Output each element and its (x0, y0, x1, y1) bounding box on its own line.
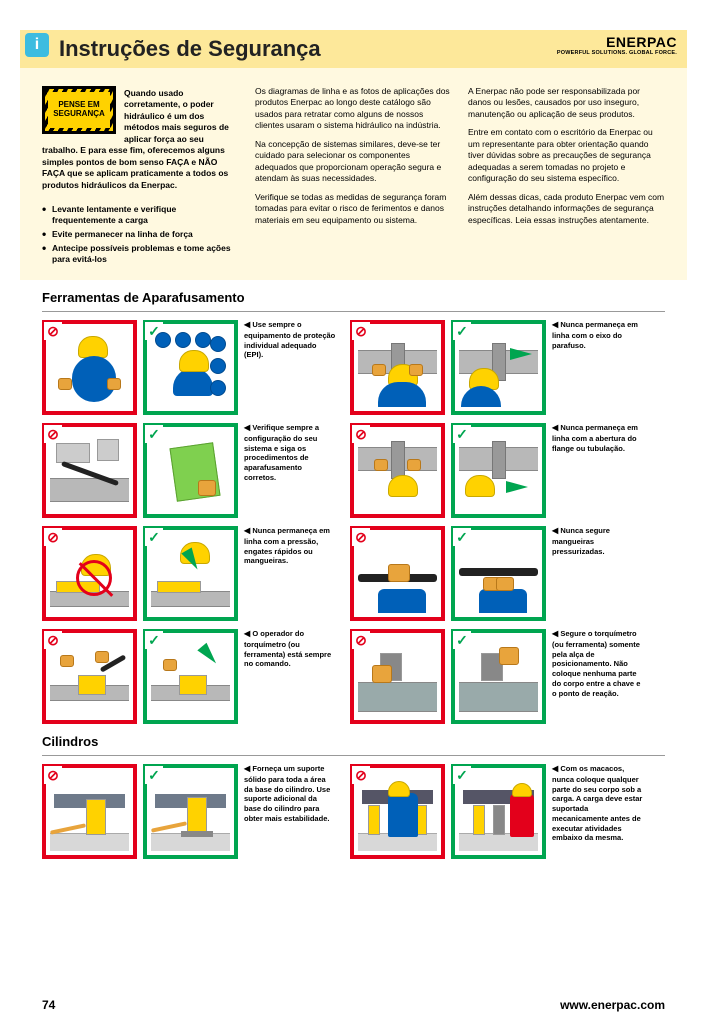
bullet-1: Levante lentamente e verifique frequente… (42, 204, 239, 226)
intro-section: PENSE EM SEGURANÇA Quando usado corretam… (20, 68, 687, 280)
row-4: ⊘ ✓ O operador do torquímetro (ou ferram… (42, 629, 665, 724)
main-content: Ferramentas de Aparafusamento ⊘ ✓ Use se… (20, 290, 687, 859)
row-1: ⊘ ✓ Use sempre o equipamento de proteção… (42, 320, 665, 415)
tile-r4-wrong-b: ⊘ (350, 629, 445, 724)
row-3: ⊘ ✓ Nunca permaneça em linha com a press… (42, 526, 665, 621)
intro-lead-part: Quando usado corretamente, o poder hidrá… (124, 88, 239, 145)
section1-title: Ferramentas de Aparafusamento (42, 290, 665, 305)
intro-col-mid: Os diagramas de linha e as fotos de apli… (255, 86, 452, 268)
tile-c1-right-b: ✓ (451, 764, 546, 859)
caption-r2c2: Nunca permaneça em linha com a abertura … (552, 423, 644, 518)
tile-r3-right-a: ✓ (143, 526, 238, 621)
cyl-row-1: ⊘ ✓ Forneça um suporte sólido para toda … (42, 764, 665, 859)
caption-r2c1: Verifique sempre a configuração do seu s… (244, 423, 336, 518)
caption-r3c2: Nunca segure mangueiras pressurizadas. (552, 526, 644, 621)
caption-c1c1: Forneça um suporte sólido para toda a ár… (244, 764, 336, 859)
tile-r3-wrong-a: ⊘ (42, 526, 137, 621)
tile-r4-right-b: ✓ (451, 629, 546, 724)
rule-2 (42, 755, 665, 756)
row-2: ⊘ ✓ Verifique sempre a configuração do s… (42, 423, 665, 518)
intro-col-right: A Enerpac não pode ser responsabilizada … (468, 86, 665, 268)
bullet-2: Evite permanecer na linha de força (42, 229, 239, 240)
page-number: 74 (42, 998, 55, 1012)
brand-name: ENERPAC (557, 34, 677, 50)
caption-c1c2: Com os macacos, nunca coloque qualquer p… (552, 764, 644, 859)
brand-block: ENERPAC POWERFUL SOLUTIONS. GLOBAL FORCE… (557, 34, 677, 56)
brand-tagline: POWERFUL SOLUTIONS. GLOBAL FORCE. (557, 50, 677, 56)
right-p3: Além dessas dicas, cada produto Enerpac … (468, 192, 665, 226)
caption-r4c2: Segure o torquímetro (ou ferramenta) som… (552, 629, 644, 724)
mid-p1: Os diagramas de linha e as fotos de apli… (255, 86, 452, 132)
header-bar: i Instruções de Segurança ENERPAC POWERF… (20, 30, 687, 68)
caption-r4c1: O operador do torquímetro (ou ferramenta… (244, 629, 336, 724)
tile-r2-wrong-b: ⊘ (350, 423, 445, 518)
bullet-3: Antecipe possíveis problemas e tome açõe… (42, 243, 239, 265)
caption-r1c1: Use sempre o equipamento de proteção ind… (244, 320, 336, 415)
footer: 74 www.enerpac.com (42, 998, 665, 1012)
page: i Instruções de Segurança ENERPAC POWERF… (0, 30, 707, 1030)
intro-lead-rest: trabalho. E para esse fim, oferecemos al… (42, 145, 239, 191)
tile-r3-wrong-b: ⊘ (350, 526, 445, 621)
tile-r2-wrong-a: ⊘ (42, 423, 137, 518)
tile-r3-right-b: ✓ (451, 526, 546, 621)
info-icon: i (25, 33, 49, 57)
warning-line2: SEGURANÇA (53, 110, 105, 119)
right-p1: A Enerpac não pode ser responsabilizada … (468, 86, 665, 120)
rule-1 (42, 311, 665, 312)
section2-title: Cilindros (42, 734, 665, 749)
mid-p2: Na concepção de sistemas similares, deve… (255, 139, 452, 185)
warning-sign: PENSE EM SEGURANÇA (42, 86, 116, 134)
tile-r4-right-a: ✓ (143, 629, 238, 724)
intro-bullets: Levante lentamente e verifique frequente… (42, 204, 239, 268)
caption-r3c1: Nunca permaneça em linha com a pressão, … (244, 526, 336, 621)
tile-c1-wrong-b: ⊘ (350, 764, 445, 859)
tile-r1-right-a: ✓ (143, 320, 238, 415)
mid-p3: Verifique se todas as medidas de seguran… (255, 192, 452, 226)
caption-r1c2: Nunca permaneça em linha com o eixo do p… (552, 320, 644, 415)
intro-col-left: PENSE EM SEGURANÇA Quando usado corretam… (42, 86, 239, 268)
tile-c1-wrong-a: ⊘ (42, 764, 137, 859)
tile-r4-wrong-a: ⊘ (42, 629, 137, 724)
tile-r2-right-b: ✓ (451, 423, 546, 518)
tile-c1-right-a: ✓ (143, 764, 238, 859)
page-title: Instruções de Segurança (59, 36, 321, 62)
tile-r2-right-a: ✓ (143, 423, 238, 518)
right-p2: Entre em contato com o escritório da Ene… (468, 127, 665, 184)
tile-r1-wrong-b: ⊘ (350, 320, 445, 415)
tile-r1-wrong-a: ⊘ (42, 320, 137, 415)
website-url: www.enerpac.com (560, 998, 665, 1012)
tile-r1-right-b: ✓ (451, 320, 546, 415)
